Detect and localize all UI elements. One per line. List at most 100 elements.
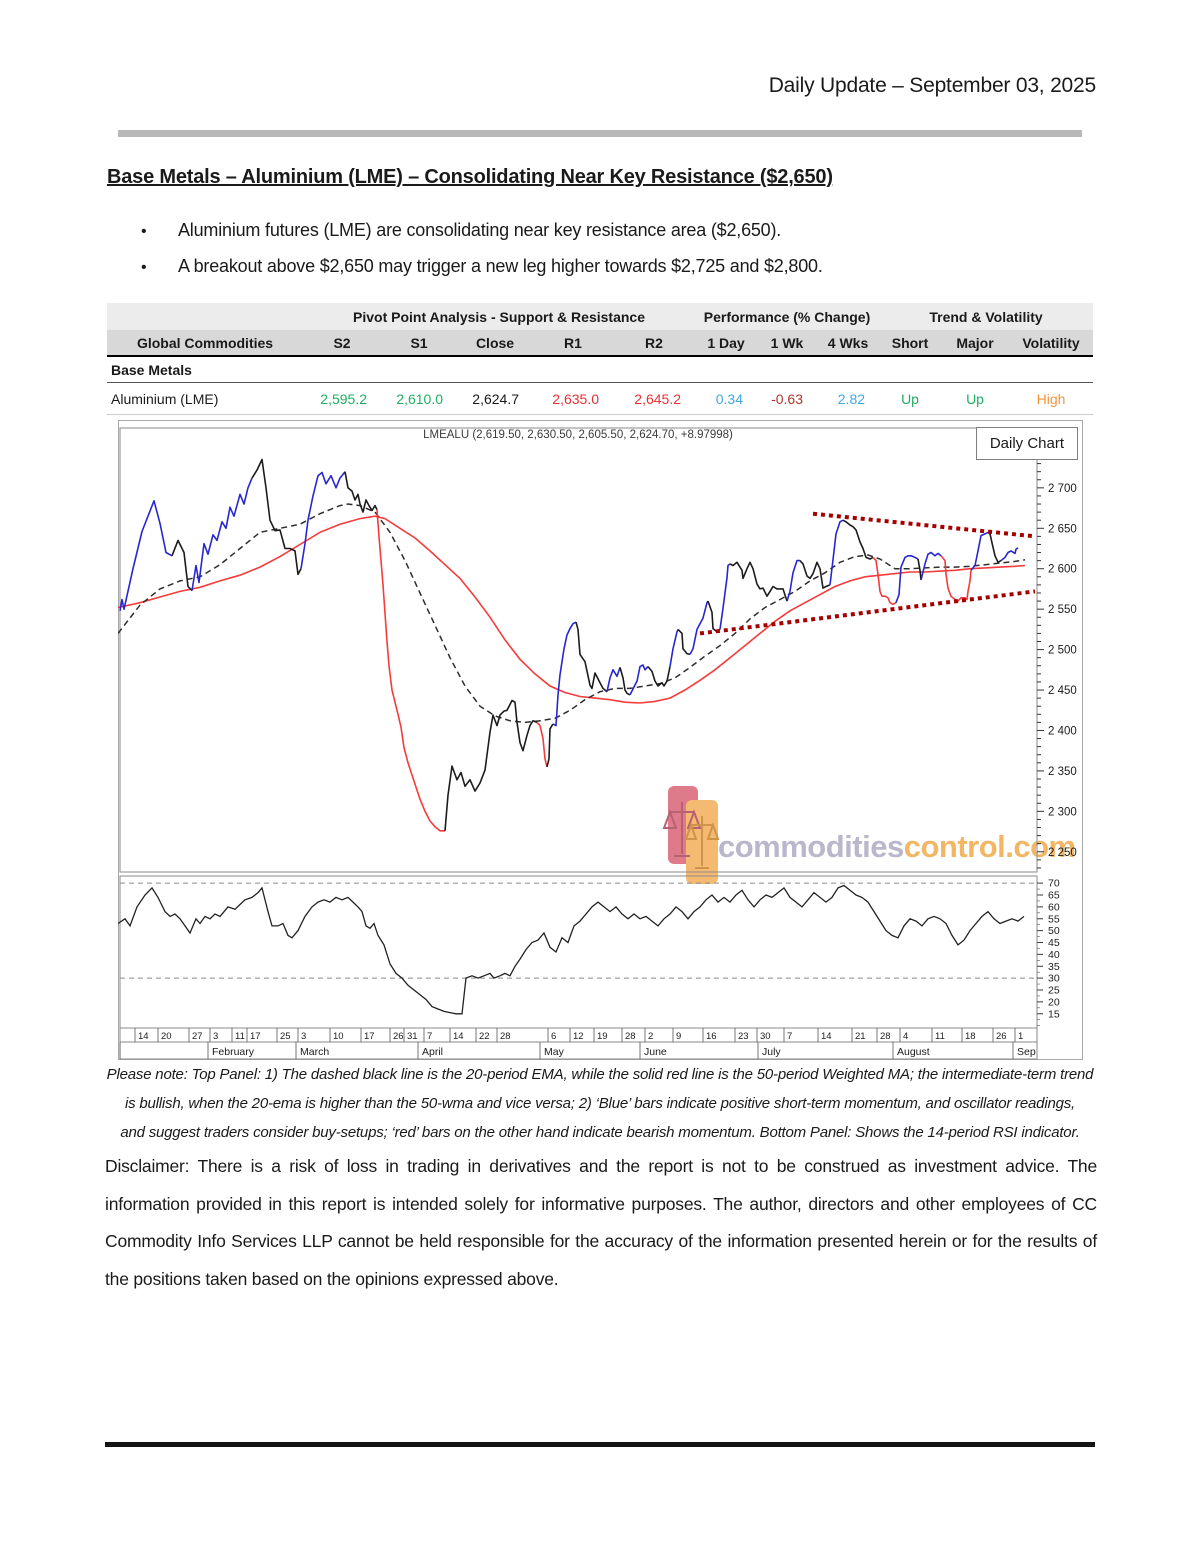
date-tick-label: 14	[138, 1031, 149, 1042]
price-line-black	[917, 558, 922, 581]
price-line-blue	[920, 551, 942, 581]
column-header: Major	[941, 330, 1010, 357]
date-tick-label: 12	[573, 1031, 584, 1042]
price-line-black	[171, 539, 193, 592]
date-tick-label: 6	[551, 1031, 556, 1042]
page-title: Base Metals – Aluminium (LME) – Consolid…	[107, 166, 833, 188]
column-header: S2	[303, 330, 381, 357]
price-line-black	[546, 723, 554, 768]
price-axis-label: 2 550	[1048, 604, 1077, 616]
price-line-black	[729, 561, 788, 602]
trendline	[699, 589, 1036, 636]
price-axis-label: 2 250	[1048, 847, 1077, 859]
date-tick-label: 16	[706, 1031, 717, 1042]
month-label: March	[300, 1046, 329, 1058]
rsi-axis-label: 70	[1048, 878, 1060, 890]
price-line-blue	[629, 664, 649, 696]
column-header: Close	[457, 330, 533, 357]
price-line-blue	[552, 621, 577, 727]
date-tick-label: 14	[453, 1031, 464, 1042]
commodity-value: 2.82	[817, 382, 880, 415]
rsi-axis-label: 25	[1048, 985, 1060, 997]
commodity-value: -0.63	[757, 382, 817, 415]
month-label: Sep	[1017, 1046, 1036, 1058]
price-axis-label: 2 300	[1048, 806, 1077, 818]
rsi-axis-label: 60	[1048, 901, 1060, 913]
rsi-axis-label: 35	[1048, 961, 1060, 973]
date-tick-label: 11	[935, 1031, 945, 1042]
price-line-blue	[606, 667, 621, 692]
price-line-blue	[191, 477, 253, 591]
price-line-black	[987, 531, 1002, 564]
footnote-line: Please note: Top Panel: 1) The dashed bl…	[106, 1066, 1094, 1083]
footnote-line: and suggest traders consider buy-setups;…	[120, 1124, 1080, 1141]
chart-badge: Daily Chart	[975, 427, 1078, 460]
date-tick-label: 28	[625, 1031, 636, 1042]
price-line-blue	[689, 600, 709, 655]
group-header-pivot: Pivot Point Analysis - Support & Resista…	[303, 303, 695, 330]
date-tick-label: 28	[500, 1031, 511, 1042]
month-label: June	[644, 1046, 667, 1058]
price-axis-label: 2 700	[1048, 483, 1077, 495]
header-date: Daily Update – September 03, 2025	[768, 74, 1096, 97]
column-header: 1 Wk	[757, 330, 817, 357]
date-tick-label: 3	[213, 1031, 218, 1042]
date-tick-label: 31	[407, 1031, 418, 1042]
price-axis-label: 2 500	[1048, 645, 1077, 657]
date-tick-label: 2	[648, 1031, 653, 1042]
column-header: R2	[613, 330, 695, 357]
rsi-axis-label: 55	[1048, 913, 1060, 925]
rsi-axis-label: 50	[1048, 925, 1060, 937]
column-header: 1 Day	[695, 330, 757, 357]
price-line-black	[344, 471, 378, 513]
price-line-blue	[719, 563, 731, 630]
month-label: May	[544, 1046, 565, 1058]
commodity-table: Pivot Point Analysis - Support & Resista…	[107, 303, 1094, 415]
commodity-value: Up	[879, 382, 942, 415]
date-tick-label: 22	[479, 1031, 490, 1042]
price-line-black	[842, 519, 874, 560]
price-line-blue	[1000, 547, 1019, 562]
date-tick-label: 3	[301, 1031, 306, 1042]
price-line-red	[872, 556, 897, 606]
footer-divider	[105, 1442, 1095, 1447]
month-label: February	[212, 1046, 255, 1058]
commodity-value: 2,624.7	[457, 382, 533, 415]
price-line-black	[251, 458, 302, 576]
date-tick-label: 20	[161, 1031, 172, 1042]
date-tick-label: 25	[280, 1031, 291, 1042]
section-row-label: Base Metals	[107, 356, 1094, 383]
date-tick-label: 9	[676, 1031, 681, 1042]
column-header: Volatility	[1009, 330, 1094, 357]
price-line-black	[707, 600, 721, 633]
price-axis-label: 2 400	[1048, 725, 1077, 737]
bullet-item: Aluminium futures (LME) are consolidatin…	[141, 213, 823, 249]
commodity-value: 2,635.0	[533, 382, 613, 415]
commodity-value: 0.34	[695, 382, 757, 415]
date-tick-label: 18	[965, 1031, 976, 1042]
price-line-blue	[895, 555, 919, 603]
column-header: R1	[533, 330, 613, 357]
date-tick-label: 17	[364, 1031, 375, 1042]
price-line-blue	[669, 629, 679, 667]
rsi-axis-label: 30	[1048, 973, 1060, 985]
footnote-line: is bullish, when the 20-ema is higher th…	[124, 1095, 1076, 1112]
month-label: July	[762, 1046, 781, 1058]
column-header: Global Commodities	[107, 330, 303, 357]
date-tick-label: 7	[427, 1031, 432, 1042]
commodity-value: Up	[941, 382, 1010, 415]
column-header: 4 Wks	[817, 330, 880, 357]
price-line-blue	[786, 559, 800, 602]
rsi-axis-label: 45	[1048, 937, 1060, 949]
date-tick-label: 28	[880, 1031, 891, 1042]
rsi-axis-label: 40	[1048, 949, 1060, 961]
rsi-axis-label: 15	[1048, 1008, 1060, 1020]
ema-20-line	[117, 503, 1026, 724]
date-tick-label: 30	[760, 1031, 771, 1042]
commodity-value: 2,645.2	[613, 382, 695, 415]
price-axis-label: 2 350	[1048, 766, 1077, 778]
month-label: August	[897, 1046, 930, 1058]
date-tick-label: 26	[996, 1031, 1007, 1042]
